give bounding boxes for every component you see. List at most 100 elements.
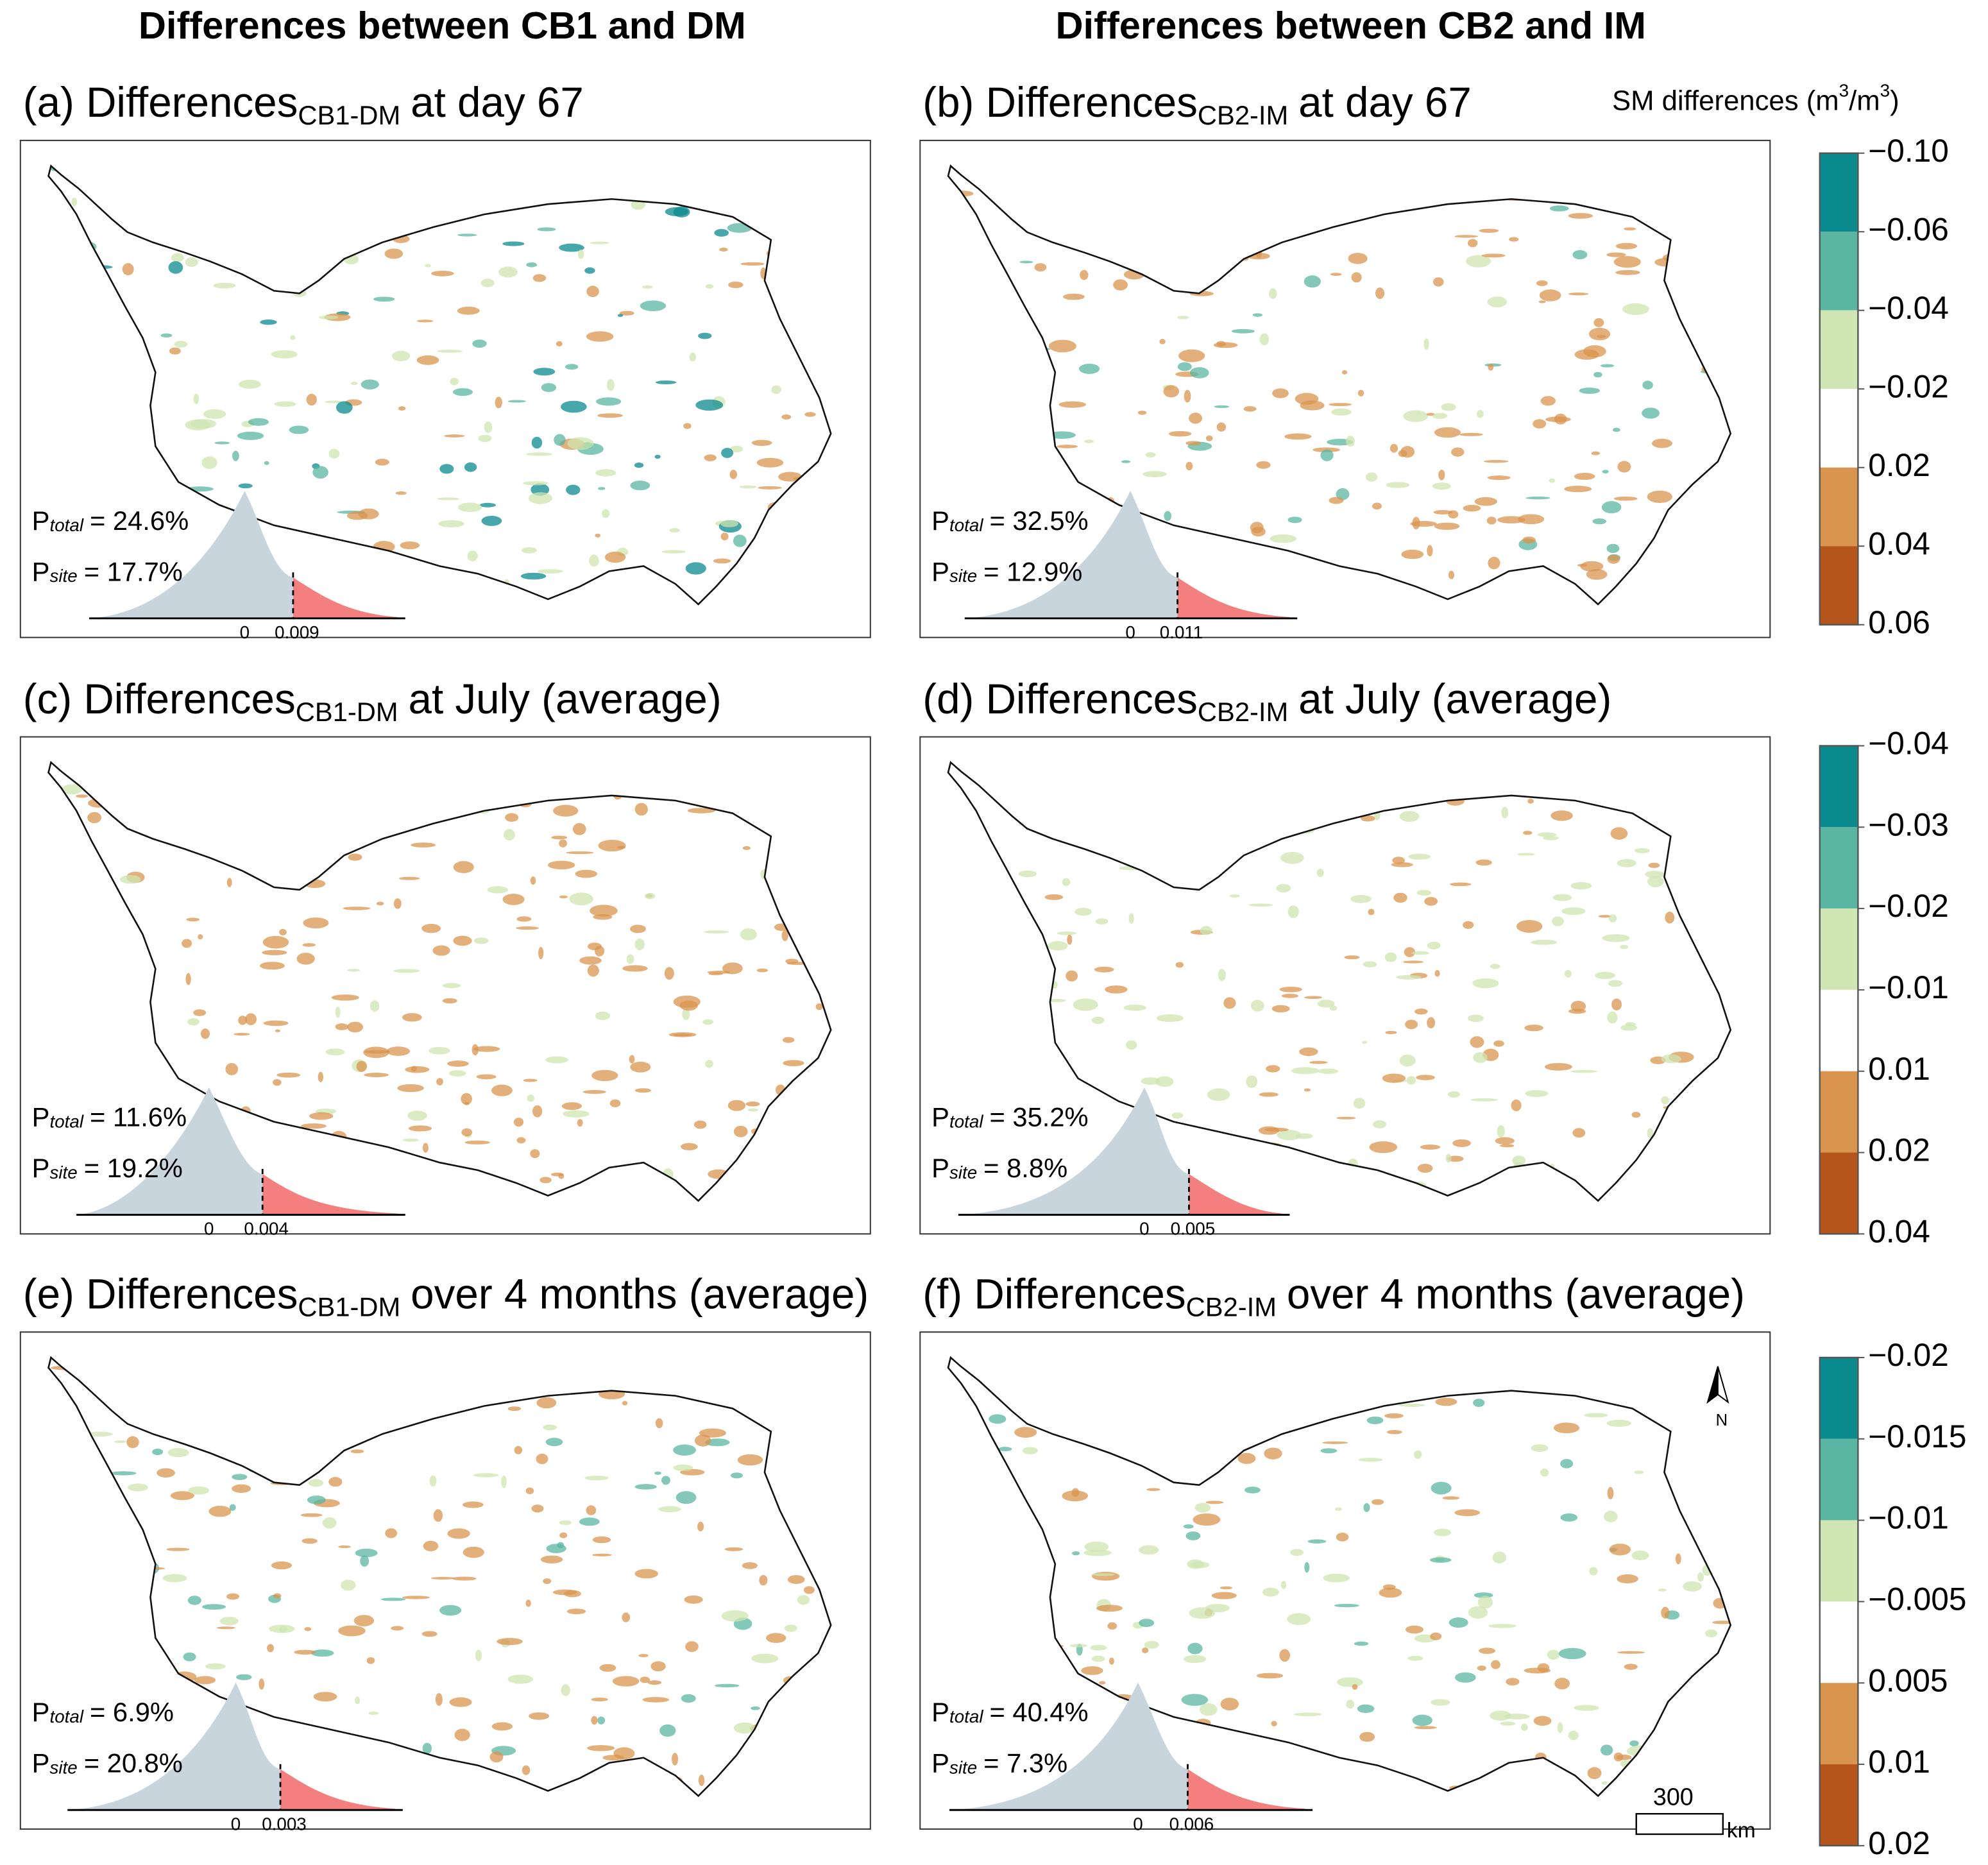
map-patch: [226, 1593, 240, 1600]
map-patch: [398, 876, 420, 880]
map-patch: [1613, 256, 1641, 268]
map-patch: [400, 541, 420, 550]
map-patch: [1612, 427, 1620, 432]
map-patch: [1533, 419, 1547, 429]
map-patch: [1243, 406, 1257, 412]
colorbar-label: 0.01: [1868, 1744, 1930, 1780]
colorbar-segment: [1819, 1764, 1858, 1846]
map-patch: [1330, 273, 1342, 276]
map-patch: [239, 379, 261, 389]
map-patch: [473, 1046, 500, 1052]
map-patch: [408, 1125, 432, 1132]
map-patch: [1352, 1684, 1358, 1690]
map-patch: [1430, 1632, 1442, 1640]
map-patch: [1522, 536, 1536, 544]
map-patch: [1159, 339, 1166, 345]
legend-title-sup: 3: [1880, 81, 1890, 101]
map-patch: [756, 457, 784, 468]
map-patch: [673, 1464, 693, 1472]
map-patch: [525, 1487, 534, 1494]
map-patch: [1600, 364, 1615, 368]
map-patch: [376, 901, 384, 906]
map-patch: [1598, 915, 1611, 918]
map-patch: [705, 1060, 713, 1068]
map-patch: [1500, 1721, 1516, 1726]
map-patch: [599, 1664, 616, 1672]
title-subscript: CB2-IM: [1186, 1292, 1277, 1322]
map-patch: [1048, 431, 1076, 439]
map-patch: [322, 1517, 337, 1529]
map-patch: [454, 1728, 470, 1741]
map-patch: [1177, 362, 1192, 371]
map-patch: [554, 434, 566, 446]
map-patch: [411, 1066, 417, 1071]
map-patch: [1412, 1714, 1432, 1726]
map-patch: [1424, 897, 1438, 906]
map-patch: [815, 1003, 823, 1010]
map-patch: [1384, 952, 1397, 962]
map-patch: [733, 534, 747, 547]
map-patch: [182, 939, 192, 948]
map-patch: [1549, 478, 1556, 483]
map-patch: [1279, 1649, 1290, 1662]
map-patch: [1560, 1513, 1578, 1522]
histogram-tick-label: 0: [1133, 1814, 1143, 1834]
map-patch: [502, 241, 525, 246]
map-patch: [193, 1009, 207, 1016]
map-patch: [650, 1661, 666, 1672]
map-patch: [1404, 947, 1416, 957]
map-patch: [336, 401, 353, 414]
map-patch: [1550, 810, 1573, 821]
map-patch: [679, 1000, 698, 1011]
map-patch: [262, 935, 289, 949]
map-patch: [532, 274, 547, 282]
stat-subscript: total: [949, 515, 983, 535]
map-patch: [1531, 1444, 1549, 1452]
map-patch: [1594, 971, 1616, 980]
map-patch: [385, 1528, 398, 1538]
map-patch: [363, 1046, 389, 1059]
map-patch: [491, 1722, 513, 1731]
map-patch: [758, 486, 782, 490]
map-patch: [1448, 510, 1459, 519]
map-patch: [1145, 452, 1156, 458]
map-patch: [1516, 920, 1543, 933]
map-patch: [62, 784, 83, 795]
map-patch: [398, 406, 406, 411]
map-patch: [1351, 272, 1362, 283]
map-patch: [1525, 1090, 1549, 1097]
map-patch: [545, 1438, 563, 1447]
map-patch: [698, 332, 712, 339]
title-subscript: CB2-IM: [1198, 697, 1288, 727]
map-patch: [704, 930, 729, 933]
map-patch: [1194, 1503, 1211, 1513]
map-patch: [1661, 1606, 1670, 1619]
map-patch: [586, 1745, 615, 1751]
map-patch: [1189, 367, 1209, 379]
plateau-outline: [947, 760, 1732, 1202]
map-patch: [641, 285, 653, 289]
map-patch: [171, 253, 184, 262]
map-patch: [540, 1555, 563, 1563]
map-patch: [1181, 1694, 1209, 1706]
map-patch: [335, 1006, 341, 1018]
map-patch: [1287, 905, 1299, 918]
map-patch: [1091, 1016, 1105, 1025]
map-patch: [1307, 1539, 1327, 1544]
map-patch: [226, 878, 232, 887]
map-patch: [1607, 1011, 1618, 1024]
map-patch: [467, 550, 478, 561]
map-patch: [705, 1438, 730, 1447]
map-patch: [1368, 908, 1375, 915]
map-patch: [186, 917, 200, 922]
map-patch: [1316, 868, 1324, 877]
histogram-tick-label: 0.005: [1171, 1219, 1216, 1239]
map-patch: [452, 1576, 477, 1581]
map-patch: [1385, 1030, 1397, 1034]
map-patch: [216, 1626, 235, 1630]
map-patch: [797, 1595, 810, 1605]
map-patch: [1475, 859, 1492, 866]
map-patch: [783, 1060, 804, 1066]
stat-text: = 40.4%: [989, 1697, 1088, 1727]
map-patch: [356, 1060, 367, 1072]
